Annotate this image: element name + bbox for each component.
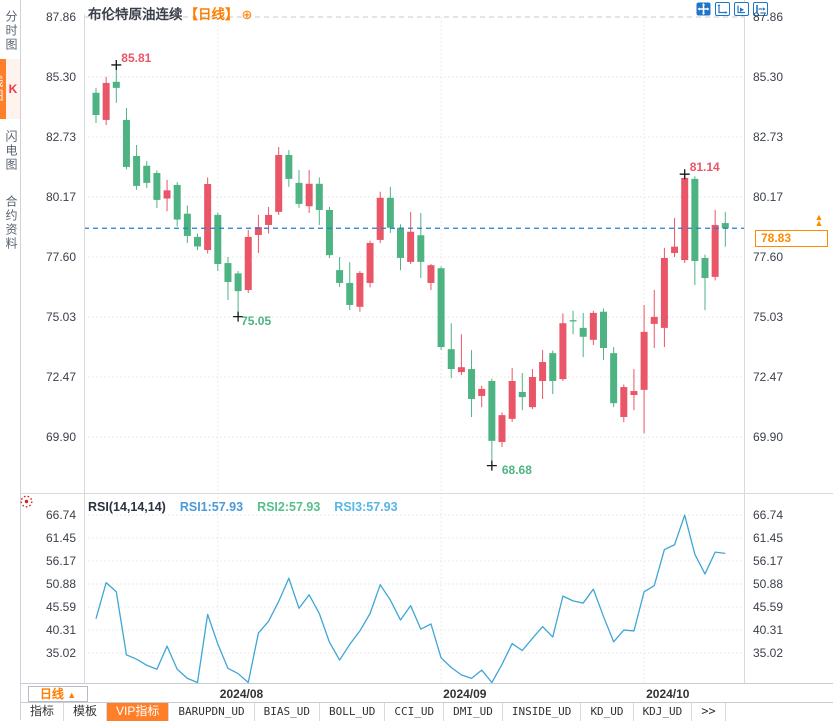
tab-kd-ud[interactable]: KD_UD bbox=[581, 703, 634, 721]
tab-indicators[interactable]: 指标 bbox=[21, 703, 65, 721]
price-axis-label: 72.47 bbox=[45, 370, 76, 384]
price-axis-label: 82.73 bbox=[753, 130, 784, 144]
price-axis-label: 87.86 bbox=[753, 10, 784, 24]
triangle-up-icon: ▲ bbox=[67, 690, 77, 700]
x-axis-month-label: 2024/08 bbox=[219, 687, 264, 701]
fit-x-axis-icon[interactable] bbox=[734, 2, 749, 16]
price-axis-label: 69.90 bbox=[753, 430, 784, 444]
rsi-legend: RSI(14,14,14) RSI1:57.93 RSI2:57.93 RSI3:57… bbox=[88, 500, 412, 514]
date-axis-row: 日线 ▲ 2024/08 2024/09 2024/10 bbox=[21, 683, 833, 703]
x-axis-month-label: 2024/09 bbox=[443, 687, 487, 701]
low-annotation: 68.68 bbox=[501, 462, 532, 477]
add-indicator-icon[interactable]: ⊕ bbox=[241, 7, 253, 22]
rsi-axis-label: 40.31 bbox=[753, 623, 784, 637]
chart-toolbar bbox=[696, 2, 768, 16]
rsi-axis-label: 61.45 bbox=[753, 531, 784, 545]
chart-header: 布伦特原油连续 【日线】 ⊕ bbox=[88, 3, 253, 22]
sidebar-item-kline-chart[interactable]: K 线图 bbox=[0, 59, 20, 119]
rsi-axis-label: 61.45 bbox=[45, 531, 76, 545]
rsi-axis-label: 40.31 bbox=[45, 623, 76, 637]
x-axis-month-label: 2024/10 bbox=[646, 687, 690, 701]
current-price-badge: 78.83 bbox=[755, 230, 828, 248]
sidebar-item-time-chart[interactable]: 分时图 bbox=[0, 6, 20, 56]
sidebar: 分时图 K 线图 闪电图 合约资料 bbox=[0, 0, 21, 720]
low-annotation: 75.05 bbox=[241, 313, 272, 328]
tab-bias-ud[interactable]: BIAS_UD bbox=[255, 703, 320, 721]
price-axis-label: 75.03 bbox=[45, 310, 76, 324]
high-annotation: 85.81 bbox=[121, 50, 152, 65]
indicator-settings-icon[interactable] bbox=[20, 495, 33, 513]
price-axis-label: 77.60 bbox=[45, 250, 76, 264]
period-selector[interactable]: 日线 ▲ bbox=[28, 686, 88, 702]
panel-divider bbox=[21, 493, 833, 494]
sidebar-item-lightning-chart[interactable]: 闪电图 bbox=[0, 123, 20, 179]
rsi-axis-label: 66.74 bbox=[753, 508, 784, 522]
period-tag: 【日线】 bbox=[184, 7, 239, 22]
rsi-axis-label: 66.74 bbox=[45, 508, 76, 522]
rsi-axis-label: 35.02 bbox=[45, 646, 76, 660]
rsi-axis-label: 45.59 bbox=[753, 600, 784, 614]
price-axis-label: 87.86 bbox=[45, 10, 76, 24]
price-axis-label: 72.47 bbox=[753, 370, 784, 384]
plot-left-axis-line bbox=[84, 14, 85, 683]
tab-cci-ud[interactable]: CCI_UD bbox=[385, 703, 445, 721]
indicator-tab-bar: 指标 模板 VIP指标 BARUPDN_UD BIAS_UD BOLL_UD C… bbox=[21, 702, 833, 721]
tab-barupdn-ud[interactable]: BARUPDN_UD bbox=[169, 703, 255, 721]
price-axis-label: 80.17 bbox=[753, 190, 784, 204]
price-axis-label: 75.03 bbox=[753, 310, 784, 324]
tab-dmi-ud[interactable]: DMI_UD bbox=[444, 703, 503, 721]
plot-right-axis-line bbox=[744, 0, 745, 683]
price-axis-label: 85.30 bbox=[45, 70, 76, 84]
pan-tool-icon[interactable] bbox=[696, 2, 711, 16]
tab-inside-ud[interactable]: INSIDE_UD bbox=[503, 703, 582, 721]
price-direction-marker: ▲ ▲ bbox=[814, 212, 824, 229]
rsi-axis-label: 45.59 bbox=[45, 600, 76, 614]
fit-both-axes-icon[interactable] bbox=[715, 2, 730, 16]
rsi-axis-label: 56.17 bbox=[753, 554, 784, 568]
sidebar-item-label: 闪电图 bbox=[4, 130, 18, 172]
tab-vip-indicators[interactable]: VIP指标 bbox=[107, 703, 170, 721]
symbol-title: 布伦特原油连续 bbox=[88, 7, 183, 22]
price-axis-label: 69.90 bbox=[45, 430, 76, 444]
sidebar-item-label: 分时图 bbox=[4, 10, 18, 52]
sidebar-item-label: 合约资料 bbox=[4, 195, 18, 251]
price-axis-label: 80.17 bbox=[45, 190, 76, 204]
rsi-axis-label: 50.88 bbox=[753, 577, 784, 591]
price-axis-label: 77.60 bbox=[753, 250, 784, 264]
rsi-title: RSI(14,14,14) bbox=[88, 500, 166, 514]
sidebar-item-contract-info[interactable]: 合约资料 bbox=[0, 185, 20, 261]
tab-templates[interactable]: 模板 bbox=[64, 703, 108, 721]
tab-boll-ud[interactable]: BOLL_UD bbox=[320, 703, 386, 721]
more-tabs-button[interactable]: >> bbox=[692, 703, 726, 721]
rsi2-value: RSI2:57.93 bbox=[257, 500, 321, 514]
price-axis-label: 85.30 bbox=[753, 70, 784, 84]
rsi-axis-label: 50.88 bbox=[45, 577, 76, 591]
price-axis-label: 82.73 bbox=[45, 130, 76, 144]
shift-right-icon[interactable] bbox=[753, 2, 768, 16]
high-annotation: 81.14 bbox=[689, 160, 720, 175]
sidebar-item-label: 线图 bbox=[0, 75, 4, 103]
rsi-axis-label: 35.02 bbox=[753, 646, 784, 660]
tab-kdj-ud[interactable]: KDJ_UD bbox=[634, 703, 693, 721]
rsi1-value: RSI1:57.93 bbox=[179, 500, 244, 514]
sidebar-item-label-k: K bbox=[6, 59, 20, 119]
rsi3-value: RSI3:57.93 bbox=[334, 500, 398, 514]
period-selector-label: 日线 bbox=[39, 687, 64, 701]
rsi-axis-label: 56.17 bbox=[45, 554, 76, 568]
